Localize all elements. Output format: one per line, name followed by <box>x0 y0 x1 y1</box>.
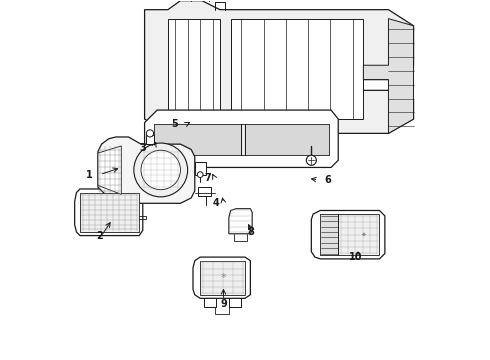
Circle shape <box>141 150 180 190</box>
Polygon shape <box>195 162 205 175</box>
Text: 2: 2 <box>97 231 103 240</box>
Circle shape <box>147 130 153 137</box>
Text: 6: 6 <box>324 175 331 185</box>
Polygon shape <box>168 19 220 119</box>
Polygon shape <box>98 146 122 194</box>
Polygon shape <box>231 19 364 119</box>
Polygon shape <box>153 125 242 155</box>
Text: 9: 9 <box>220 299 227 309</box>
Polygon shape <box>198 187 211 196</box>
Text: ✦: ✦ <box>361 231 367 238</box>
Polygon shape <box>98 137 195 203</box>
Polygon shape <box>200 261 245 295</box>
Text: 8: 8 <box>247 227 254 237</box>
Polygon shape <box>145 1 414 144</box>
Polygon shape <box>311 211 385 259</box>
Polygon shape <box>147 135 153 144</box>
Polygon shape <box>193 257 250 298</box>
Text: 5: 5 <box>172 120 178 129</box>
Circle shape <box>134 143 188 197</box>
Polygon shape <box>74 189 143 235</box>
Polygon shape <box>320 214 338 255</box>
Polygon shape <box>364 19 414 134</box>
Text: 1: 1 <box>86 170 93 180</box>
Circle shape <box>306 155 317 165</box>
Text: 10: 10 <box>349 252 363 262</box>
Polygon shape <box>320 214 379 255</box>
Circle shape <box>197 172 203 177</box>
Polygon shape <box>153 125 329 155</box>
Polygon shape <box>145 110 338 167</box>
Polygon shape <box>80 193 139 232</box>
Polygon shape <box>229 209 252 234</box>
Text: 3: 3 <box>140 143 146 153</box>
Text: 4: 4 <box>213 198 220 208</box>
Text: *: * <box>220 273 226 283</box>
Polygon shape <box>245 125 329 155</box>
Text: 7: 7 <box>204 173 211 183</box>
